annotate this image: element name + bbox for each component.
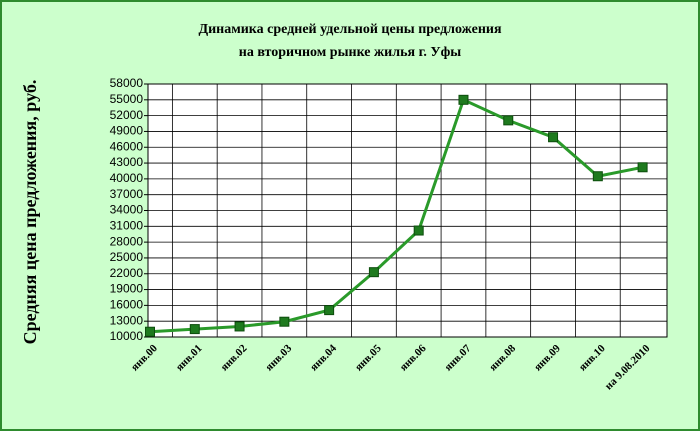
chart-title: на вторичном рынке жилья г. Уфы bbox=[239, 45, 462, 60]
y-tick-label: 37000 bbox=[110, 187, 144, 201]
y-tick-label: 19000 bbox=[110, 282, 144, 296]
y-tick-label: 13000 bbox=[110, 313, 144, 327]
y-tick-label: 43000 bbox=[110, 155, 144, 169]
marker bbox=[458, 94, 469, 105]
marker bbox=[413, 225, 424, 236]
y-tick-label: 49000 bbox=[110, 124, 144, 138]
y-tick-label: 25000 bbox=[110, 250, 144, 264]
marker bbox=[279, 316, 290, 327]
marker bbox=[368, 267, 379, 278]
y-tick-label: 55000 bbox=[110, 92, 144, 106]
y-tick-label: 40000 bbox=[110, 171, 144, 185]
line bbox=[149, 97, 643, 334]
y-tick-label: 34000 bbox=[110, 203, 144, 217]
marker bbox=[324, 305, 335, 316]
y-axis-label: Средняя цена предложения, руб. bbox=[20, 80, 40, 345]
marker bbox=[503, 115, 514, 126]
marker bbox=[145, 326, 155, 337]
y-tick-label: 46000 bbox=[110, 139, 144, 153]
y-tick-label: 52000 bbox=[110, 108, 144, 122]
y-tick-label: 16000 bbox=[110, 298, 144, 312]
marker bbox=[234, 321, 245, 332]
marker bbox=[637, 162, 648, 173]
y-tick-label: 28000 bbox=[110, 234, 144, 248]
chart-title: Динамика средней удельной цены предложен… bbox=[198, 22, 502, 37]
marker bbox=[189, 324, 200, 335]
marker bbox=[592, 171, 603, 182]
marker bbox=[548, 132, 559, 143]
y-tick-label: 58000 bbox=[110, 76, 144, 90]
y-tick-label: 22000 bbox=[110, 266, 144, 280]
y-tick-label: 31000 bbox=[110, 218, 144, 232]
y-tick-label: 10000 bbox=[110, 329, 144, 343]
